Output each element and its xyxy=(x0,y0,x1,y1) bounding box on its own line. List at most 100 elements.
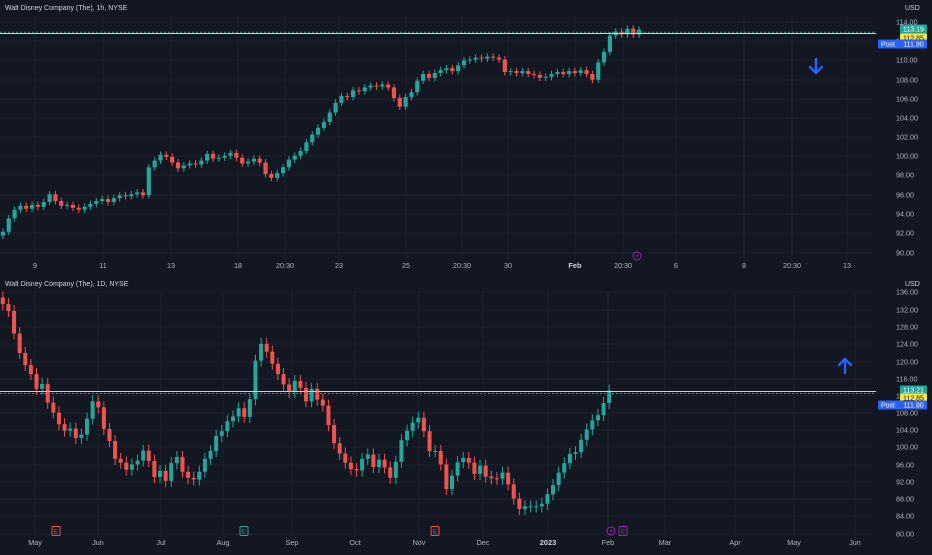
candle-body xyxy=(298,150,303,156)
candle-body xyxy=(388,467,393,478)
candle-body xyxy=(551,485,556,495)
candle-body xyxy=(6,304,11,312)
candle-body xyxy=(94,201,99,204)
candle-body xyxy=(0,297,5,305)
y-tick-label: 92.00 xyxy=(896,229,914,238)
candle-body xyxy=(601,51,607,63)
candle-body xyxy=(222,155,227,158)
candle-body xyxy=(438,451,443,465)
candle-body xyxy=(579,439,584,453)
candle-body xyxy=(391,87,397,99)
candle-body xyxy=(242,408,247,417)
candle-body xyxy=(596,62,601,80)
dividend-marker[interactable]: E xyxy=(618,526,628,536)
x-tick-label: Aug xyxy=(217,538,230,547)
candle-body xyxy=(380,84,385,87)
candle-body xyxy=(152,160,157,168)
candle-body xyxy=(555,72,560,74)
candle-body xyxy=(35,204,41,207)
candle-body xyxy=(180,457,185,472)
y-tick-label: 96.00 xyxy=(896,461,914,470)
candle-body xyxy=(514,71,519,74)
marker-box xyxy=(239,526,249,536)
candle-body xyxy=(449,475,455,490)
candle-body xyxy=(76,207,81,210)
candle-body xyxy=(193,163,198,165)
candle-body xyxy=(450,68,455,72)
candle-body xyxy=(433,451,438,453)
candle-body xyxy=(146,450,151,461)
y-tick-label: 124.00 xyxy=(896,340,918,349)
lightning-icon[interactable] xyxy=(632,251,642,261)
candle-body xyxy=(56,412,61,425)
candle-body xyxy=(280,167,286,174)
candle-body xyxy=(567,454,572,464)
candle-body xyxy=(269,174,274,178)
candle-body xyxy=(158,154,163,161)
candle-body xyxy=(500,472,505,479)
lightning-icon[interactable] xyxy=(606,526,616,536)
candle-body xyxy=(163,470,168,481)
candle-body xyxy=(310,134,315,143)
last-price-badge xyxy=(900,385,927,395)
candle-body xyxy=(472,462,477,474)
bottom-currency-label: USD xyxy=(905,281,920,288)
candle-body xyxy=(135,192,140,195)
candle-body xyxy=(113,441,118,459)
marker-label: E xyxy=(242,529,247,536)
candle-body xyxy=(374,85,379,87)
x-tick-label: 20:30 xyxy=(614,261,632,270)
marker-bolt xyxy=(635,253,639,259)
candle-body xyxy=(234,152,239,158)
last-price-value: 113.21 xyxy=(903,388,924,395)
marker-box xyxy=(618,526,628,536)
x-tick-label: 20:30 xyxy=(453,261,471,270)
candle-body xyxy=(65,204,70,206)
candle-body xyxy=(225,421,230,432)
candle-body xyxy=(362,87,367,92)
x-tick-label: 18 xyxy=(234,261,242,270)
candle-body xyxy=(96,401,101,408)
candle-body xyxy=(345,96,350,98)
y-tick-label: 102.00 xyxy=(896,133,918,142)
candle-body xyxy=(416,417,421,423)
x-tick-label: Feb xyxy=(568,261,582,270)
y-tick-label: 136.00 xyxy=(896,288,918,297)
candle-body xyxy=(51,402,56,413)
earnings-marker[interactable]: E xyxy=(430,526,440,536)
candle-body xyxy=(240,157,245,164)
candle-body xyxy=(354,469,359,471)
candle-body xyxy=(199,160,204,165)
candle-body xyxy=(405,430,410,441)
y-tick-label: 80.00 xyxy=(896,530,914,539)
candle-body xyxy=(12,311,17,334)
candle-body xyxy=(382,459,387,468)
dividend-marker[interactable]: E xyxy=(239,526,249,536)
candle-body xyxy=(73,428,78,439)
candle-body xyxy=(485,56,490,59)
candle-body xyxy=(636,29,642,35)
candle-body xyxy=(549,73,554,77)
candle-body xyxy=(479,57,484,59)
candle-body xyxy=(105,199,111,202)
candle-body xyxy=(298,381,303,388)
marker-box xyxy=(51,526,61,536)
candle-body xyxy=(517,498,522,509)
candle-body xyxy=(129,464,134,470)
candle-body xyxy=(286,159,292,168)
post-badge xyxy=(878,39,927,49)
candle-body xyxy=(415,80,420,93)
candle-body xyxy=(327,112,332,123)
top-panel-title: Walt Disney Company (The), 1h, NYSE xyxy=(5,5,128,12)
candle-body xyxy=(348,462,353,470)
candle-body xyxy=(146,167,151,196)
candle-body xyxy=(304,142,309,151)
candle-body xyxy=(202,458,207,472)
x-tick-label: 13 xyxy=(843,261,851,270)
earnings-marker[interactable]: E xyxy=(51,526,61,536)
candle-body xyxy=(494,478,499,480)
candle-body xyxy=(287,384,292,392)
candle-body xyxy=(28,365,33,375)
